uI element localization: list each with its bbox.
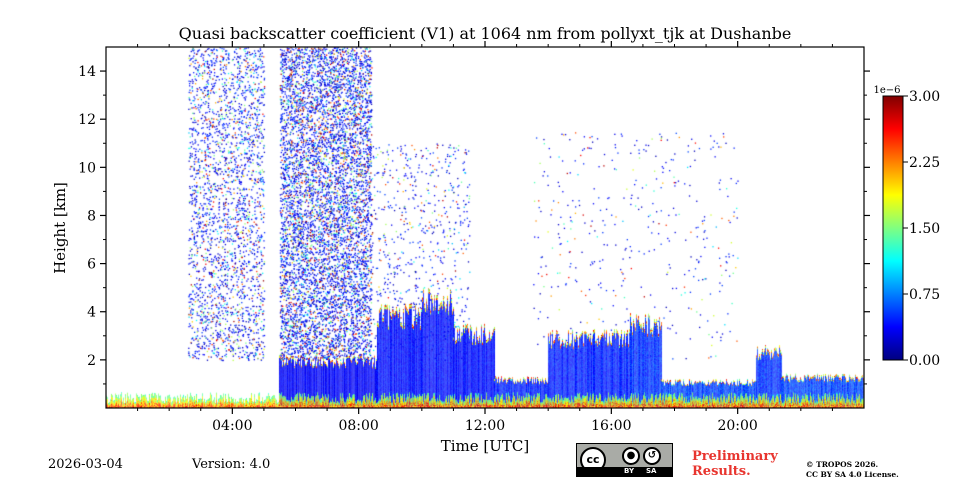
axes: 04:00 08:00 12:00 16:00 20:00 2 4 6 8 10 12 14 — [78, 41, 870, 434]
x-tick-label: 12:00 — [465, 418, 505, 434]
x-axis-label: Time [UTC] — [440, 437, 530, 455]
colorbar-scale-label: 1e−6 — [873, 85, 900, 96]
colorbar-tick-label: 0.75 — [909, 287, 940, 303]
sa-label: SA — [646, 467, 657, 475]
copyright-notice: © TROPOS 2026. CC BY SA 4.0 License. — [806, 460, 899, 479]
y-tick-label: 6 — [87, 257, 96, 273]
x-tick-label: 04:00 — [212, 418, 252, 434]
preliminary-results-label: Preliminary Results. — [692, 449, 778, 479]
colorbar-tick-label: 2.25 — [909, 155, 940, 171]
sa-share-icon: ↺ — [643, 447, 661, 465]
y-axis-label: Height [km] — [51, 182, 69, 274]
y-tick-label: 2 — [87, 353, 96, 369]
colorbar-tick-label: 1.50 — [909, 221, 940, 237]
version-label: Version: 4.0 — [192, 457, 271, 472]
by-label: BY — [624, 467, 635, 475]
colorbar-gradient — [882, 95, 904, 361]
y-tick-label: 12 — [78, 112, 96, 128]
date-label: 2026-03-04 — [48, 457, 123, 472]
y-tick-label: 14 — [78, 64, 96, 80]
by-person-icon: ● — [622, 447, 640, 465]
colorbar: 0.00 0.75 1.50 2.25 3.00 1e−6 — [873, 85, 940, 369]
y-tick-label: 4 — [87, 305, 96, 321]
x-tick-label: 16:00 — [591, 418, 631, 434]
heatmap-image — [106, 47, 864, 408]
y-tick-label: 8 — [87, 208, 96, 224]
colorbar-tick-label: 0.00 — [909, 353, 940, 369]
x-tick-label: 08:00 — [338, 418, 378, 434]
x-tick-label: 20:00 — [717, 418, 757, 434]
chart-title: Quasi backscatter coefficient (V1) at 10… — [178, 24, 792, 43]
heatmap-plot — [106, 47, 864, 408]
cc-license-badge: cc ● ↺ BY SA — [576, 443, 673, 477]
y-tick-label: 10 — [78, 160, 96, 176]
colorbar-tick-label: 3.00 — [909, 89, 940, 105]
